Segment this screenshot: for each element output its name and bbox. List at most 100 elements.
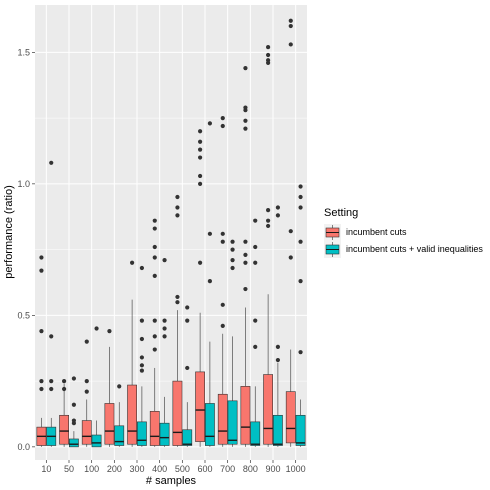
- outlier-point: [71, 421, 76, 426]
- outlier-point: [220, 323, 225, 328]
- y-tick-label: 0.5: [17, 310, 30, 320]
- outlier-point: [198, 129, 203, 134]
- x-tick-label: 100: [84, 464, 99, 474]
- y-tick-label: 1.5: [17, 47, 30, 57]
- box-1-200: [114, 384, 125, 447]
- outlier-point: [162, 318, 167, 323]
- box-0-100: [81, 339, 92, 447]
- outlier-point: [220, 123, 225, 129]
- legend-key-0: [324, 224, 341, 241]
- box-1-600: [205, 121, 215, 447]
- x-axis-title: # samples: [146, 475, 197, 487]
- box-body: [159, 422, 170, 446]
- outlier-point: [198, 173, 203, 179]
- box-series: [36, 18, 306, 448]
- box-1-400: [159, 258, 170, 447]
- outlier-point: [185, 365, 190, 371]
- outlier-point: [220, 115, 225, 121]
- outlier-point: [84, 378, 89, 384]
- box-1-300: [137, 265, 147, 447]
- outlier-point: [139, 336, 144, 342]
- box-1-800: [250, 218, 261, 447]
- plot-panel: [35, 5, 307, 460]
- outlier-point: [275, 357, 280, 363]
- outlier-point: [243, 260, 248, 265]
- outlier-point: [288, 23, 293, 29]
- x-tick-label: 800: [243, 464, 258, 474]
- box-0-10: [36, 255, 47, 447]
- outlier-point: [207, 121, 212, 126]
- outlier-point: [152, 244, 157, 250]
- box-body: [217, 393, 228, 445]
- x-tick-label: 10: [41, 464, 51, 474]
- legend-label-incumbent-cuts: incumbent cuts: [346, 227, 407, 237]
- box-body: [272, 414, 283, 446]
- outlier-point: [253, 318, 258, 323]
- outlier-point: [49, 334, 54, 339]
- outlier-point: [62, 378, 67, 384]
- box-body: [227, 400, 238, 445]
- outlier-point: [139, 318, 144, 323]
- box-1-500: [182, 305, 193, 447]
- outlier-point: [298, 194, 303, 200]
- outlier-point: [298, 350, 303, 355]
- x-tick-label: 900: [265, 464, 280, 474]
- outlier-point: [230, 258, 235, 263]
- outlier-point: [139, 368, 144, 373]
- box-body: [81, 420, 92, 445]
- x-tick-label: 500: [175, 464, 190, 474]
- outlier-point: [243, 286, 248, 292]
- outlier-point: [175, 294, 180, 300]
- outlier-point: [139, 355, 144, 360]
- outlier-point: [152, 255, 157, 260]
- outlier-point: [117, 384, 122, 389]
- legend: Setting incumbent cuts incumbent cuts + …: [324, 207, 483, 258]
- legend-title: Setting: [324, 207, 358, 219]
- x-tick-label: 50: [64, 464, 74, 474]
- outlier-point: [198, 139, 203, 144]
- outlier-point: [266, 223, 271, 229]
- outlier-point: [230, 239, 235, 244]
- box-body: [182, 429, 193, 446]
- outlier-point: [198, 147, 203, 152]
- box-body: [263, 374, 273, 445]
- outlier-point: [266, 208, 271, 213]
- outlier-point: [275, 205, 280, 210]
- outlier-point: [185, 318, 190, 323]
- outlier-point: [62, 386, 67, 392]
- outlier-point: [243, 126, 248, 131]
- x-tick-label: 1000: [286, 464, 306, 474]
- outlier-point: [266, 44, 271, 50]
- y-tick-label: 0.0: [17, 442, 30, 452]
- box-body: [250, 421, 261, 446]
- box-body: [114, 425, 125, 446]
- x-axis-ticks: 10 50 100 200 300 400 500 600 700 800 900 1000: [41, 460, 306, 474]
- outlier-point: [243, 108, 248, 113]
- outlier-point: [175, 205, 180, 210]
- outlier-point: [152, 226, 157, 231]
- outlier-point: [230, 265, 235, 271]
- outlier-point: [175, 194, 180, 200]
- major-gridlines: [35, 5, 307, 460]
- x-tick-label: 700: [220, 464, 235, 474]
- outlier-point: [107, 329, 112, 334]
- box-1-10: [46, 160, 57, 447]
- x-tick-label: 200: [107, 464, 122, 474]
- outlier-point: [253, 260, 258, 265]
- box-body: [205, 403, 215, 446]
- box-body: [104, 403, 115, 445]
- outlier-point: [175, 300, 180, 305]
- outlier-point: [288, 229, 293, 234]
- outlier-point: [220, 302, 225, 307]
- box-1-100: [91, 326, 102, 448]
- outlier-point: [152, 273, 157, 278]
- outlier-point: [198, 260, 203, 265]
- box-0-400: [149, 218, 160, 447]
- outlier-point: [49, 160, 54, 165]
- y-tick-label: 1.0: [17, 179, 30, 189]
- outlier-point: [266, 218, 271, 223]
- box-0-1000: [285, 18, 296, 447]
- box-body: [195, 371, 205, 442]
- outlier-point: [243, 118, 248, 123]
